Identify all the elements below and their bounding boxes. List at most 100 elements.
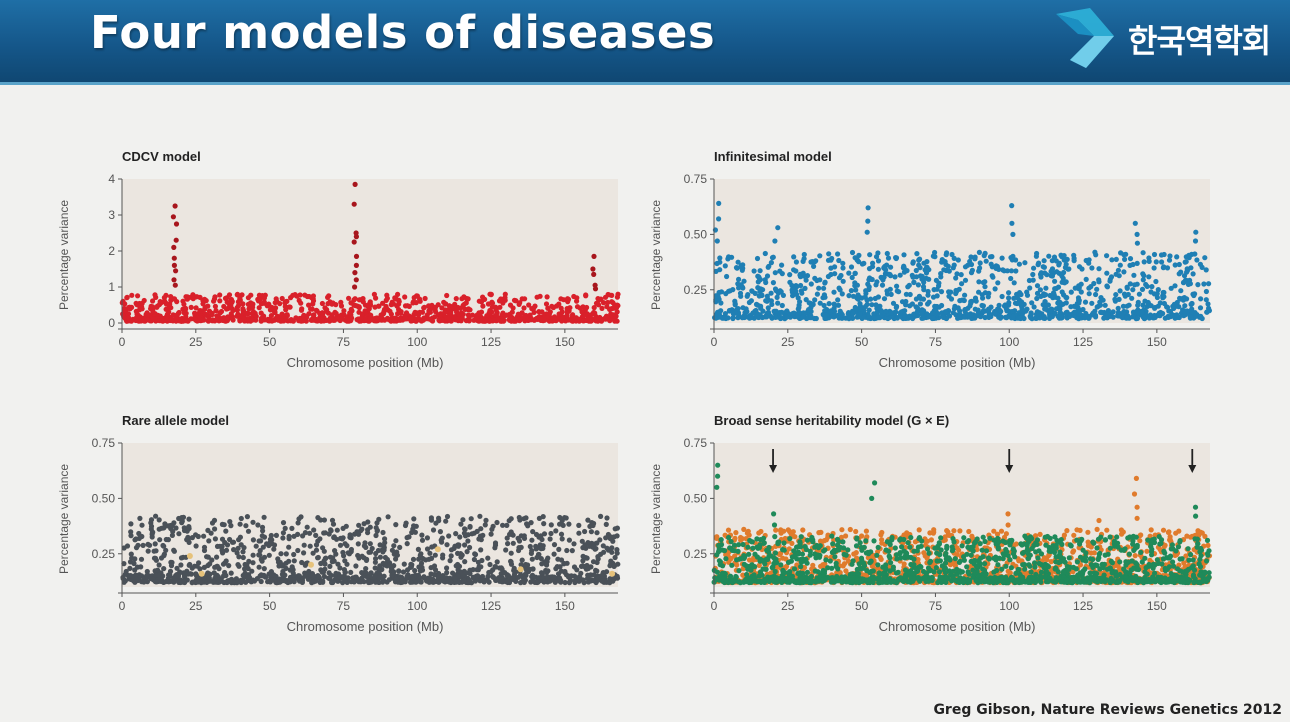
data-point bbox=[261, 299, 267, 305]
data-point bbox=[888, 310, 894, 316]
data-point bbox=[730, 315, 736, 321]
data-point bbox=[1206, 281, 1212, 287]
data-point bbox=[1122, 293, 1128, 299]
data-point bbox=[1057, 309, 1063, 315]
data-point bbox=[196, 560, 202, 566]
data-point bbox=[154, 304, 160, 310]
data-point bbox=[424, 535, 430, 541]
data-point bbox=[162, 521, 168, 527]
data-point bbox=[169, 316, 175, 323]
data-point bbox=[800, 527, 806, 533]
data-point bbox=[1061, 257, 1067, 263]
data-point bbox=[244, 514, 250, 520]
data-point bbox=[551, 574, 557, 580]
data-point bbox=[795, 295, 801, 301]
data-point bbox=[1093, 291, 1099, 298]
data-point bbox=[245, 301, 251, 307]
data-point bbox=[938, 274, 944, 280]
data-point bbox=[435, 302, 441, 308]
data-point bbox=[217, 292, 223, 298]
data-point bbox=[840, 260, 846, 266]
data-point bbox=[793, 259, 799, 265]
data-point bbox=[193, 543, 199, 549]
data-point bbox=[356, 305, 362, 311]
data-point bbox=[591, 578, 597, 584]
data-point bbox=[609, 316, 615, 322]
data-point bbox=[1117, 262, 1123, 268]
data-point bbox=[813, 258, 819, 264]
data-point bbox=[295, 547, 301, 554]
y-tick-label: 0.75 bbox=[92, 436, 116, 450]
data-point bbox=[553, 528, 559, 534]
data-point bbox=[1045, 302, 1051, 308]
data-point bbox=[151, 548, 157, 554]
data-point bbox=[157, 537, 163, 543]
data-point bbox=[465, 306, 472, 312]
data-point bbox=[148, 523, 155, 529]
data-point bbox=[1183, 553, 1189, 559]
data-point bbox=[393, 296, 399, 302]
data-point bbox=[1093, 314, 1099, 320]
data-point bbox=[432, 567, 439, 573]
data-point bbox=[507, 531, 513, 537]
data-point bbox=[557, 578, 563, 584]
data-point bbox=[421, 575, 427, 581]
data-point bbox=[433, 520, 439, 526]
data-point bbox=[1049, 313, 1055, 319]
data-point bbox=[801, 251, 807, 258]
data-point bbox=[384, 556, 390, 563]
data-point bbox=[464, 549, 470, 555]
data-point bbox=[910, 259, 916, 265]
data-point bbox=[864, 297, 870, 303]
data-point bbox=[133, 576, 139, 582]
data-point bbox=[1129, 295, 1135, 301]
highlight-point bbox=[198, 570, 205, 577]
data-point bbox=[1161, 289, 1167, 296]
data-point bbox=[894, 303, 900, 310]
data-point bbox=[1027, 285, 1033, 291]
peak-point bbox=[772, 238, 778, 244]
highlight-point bbox=[609, 570, 616, 577]
data-point bbox=[135, 293, 141, 299]
data-point bbox=[462, 526, 468, 532]
peak-point bbox=[353, 234, 359, 240]
data-point bbox=[732, 535, 738, 541]
data-point bbox=[593, 546, 599, 552]
data-point bbox=[499, 579, 505, 585]
data-point bbox=[133, 572, 139, 578]
data-point bbox=[903, 291, 909, 297]
x-axis-label: Chromosome position (Mb) bbox=[287, 619, 444, 634]
data-point bbox=[594, 530, 600, 536]
data-point bbox=[212, 564, 218, 570]
data-point bbox=[750, 310, 756, 316]
data-point bbox=[1151, 251, 1158, 258]
data-point bbox=[168, 559, 174, 565]
data-point bbox=[885, 315, 891, 322]
data-point bbox=[786, 546, 792, 552]
data-point bbox=[329, 559, 335, 565]
data-point bbox=[282, 300, 288, 306]
data-point bbox=[565, 296, 572, 302]
data-point bbox=[1123, 251, 1129, 257]
peak-point bbox=[351, 201, 357, 207]
data-point bbox=[881, 274, 887, 280]
data-point bbox=[821, 302, 827, 309]
data-point bbox=[817, 538, 824, 544]
chart-title: Rare allele model bbox=[122, 413, 229, 428]
data-point bbox=[1063, 310, 1069, 316]
data-point bbox=[214, 313, 220, 319]
data-point bbox=[256, 305, 262, 311]
data-point bbox=[1098, 295, 1104, 301]
x-tick-label: 0 bbox=[119, 599, 126, 613]
data-point bbox=[304, 524, 310, 530]
data-point bbox=[558, 531, 565, 537]
data-point bbox=[193, 572, 199, 578]
data-point bbox=[881, 296, 888, 302]
data-point bbox=[536, 575, 542, 581]
data-point bbox=[614, 309, 620, 315]
data-point bbox=[269, 572, 275, 578]
peak-point bbox=[172, 203, 178, 209]
peak-point bbox=[775, 225, 781, 231]
data-point bbox=[878, 532, 884, 538]
data-point bbox=[458, 551, 464, 557]
